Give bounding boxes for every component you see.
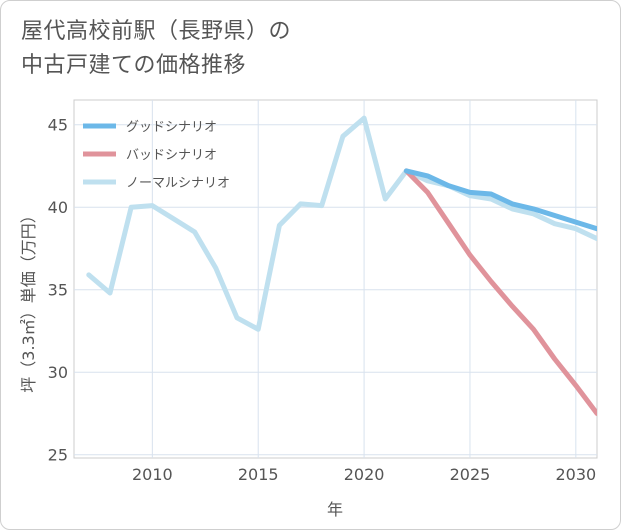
series-line-good (403, 168, 597, 232)
grid (74, 100, 597, 458)
x-tick-label: 2030 (555, 465, 596, 484)
legend-label: ノーマルシナリオ (126, 176, 230, 191)
y-tick-label: 40 (48, 198, 68, 217)
chart-title-line2: 中古戸建ての価格推移 (21, 53, 247, 78)
tick-labels: 2010 2015 2020 2025 2030 25 30 35 40 45 (48, 116, 597, 484)
chart-title: 屋代高校前駅（長野県）の 中古戸建ての価格推移 (21, 15, 291, 83)
y-tick-label: 30 (48, 363, 68, 382)
x-tick-label: 2010 (132, 465, 173, 484)
y-tick-label: 25 (48, 446, 68, 465)
series-group (86, 115, 597, 416)
x-axis-label: 年 (327, 500, 343, 519)
legend-label: バッドシナリオ (126, 148, 217, 163)
x-tick-label: 2025 (450, 465, 491, 484)
legend-label: グッドシナリオ (126, 120, 217, 135)
chart-title-line1: 屋代高校前駅（長野県）の (21, 19, 292, 44)
y-axis-label: 坪（3.3㎡）単価（万円） (19, 207, 38, 392)
series-line-normal (86, 115, 597, 332)
series-line-bad (403, 168, 597, 416)
x-tick-label: 2015 (238, 465, 279, 484)
y-tick-label: 35 (48, 281, 68, 300)
x-tick-label: 2020 (344, 465, 385, 484)
y-tick-label: 45 (48, 116, 68, 135)
